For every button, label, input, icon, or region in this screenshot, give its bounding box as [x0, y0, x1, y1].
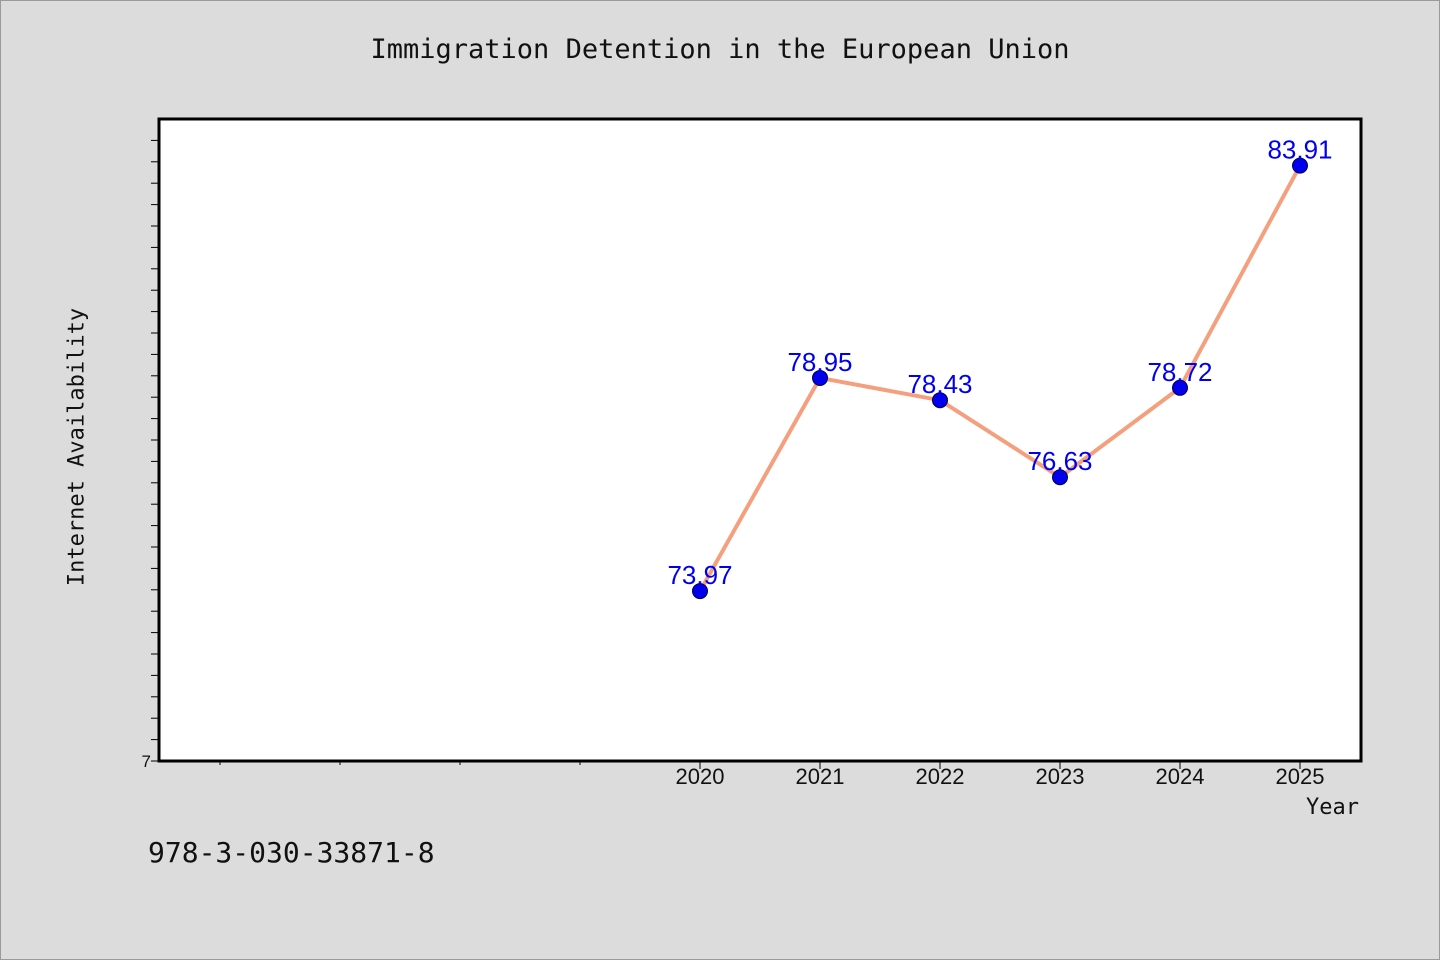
data-label: 73.97 [667, 560, 732, 590]
plot-area [157, 117, 1363, 763]
data-label: 83.91 [1267, 135, 1332, 165]
x-tick-label: 2023 [1036, 764, 1085, 789]
y-axis-ticks: 7 [142, 139, 159, 771]
x-tick-label: 2020 [676, 764, 725, 789]
x-tick-label: 2021 [796, 764, 845, 789]
data-label: 78.95 [787, 347, 852, 377]
data-point [1172, 379, 1188, 396]
y-tick-label: 7 [142, 752, 151, 771]
x-axis-ticks: 2020 2021 2022 2023 2024 2025 [219, 761, 1325, 789]
data-label: 76.63 [1027, 446, 1092, 476]
data-point [1052, 469, 1068, 486]
x-tick-label: 2025 [1276, 764, 1325, 789]
data-label: 78.43 [907, 369, 972, 399]
data-point [932, 392, 948, 409]
data-point [812, 369, 828, 386]
series-line [698, 163, 1302, 594]
x-tick-label: 2024 [1156, 764, 1205, 789]
chart-title: Immigration Detention in the European Un… [370, 34, 1070, 65]
isbn-text: 978-3-030-33871-8 [148, 836, 435, 869]
data-label: 78.72 [1147, 357, 1212, 387]
x-tick-label: 2022 [916, 764, 965, 789]
data-point [1292, 157, 1308, 174]
series-group: 73.97 78.95 78.43 76.63 78.72 83.91 [667, 135, 1333, 600]
data-point [692, 583, 708, 600]
x-axis-label: Year [1306, 795, 1359, 820]
